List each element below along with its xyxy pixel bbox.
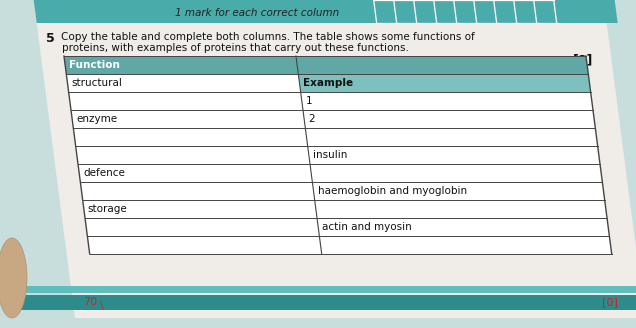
Text: Function: Function (69, 60, 120, 70)
Text: insulin: insulin (313, 150, 347, 160)
Text: Example: Example (303, 78, 354, 88)
Polygon shape (308, 146, 600, 164)
Polygon shape (303, 110, 595, 128)
Polygon shape (16, 286, 636, 293)
Ellipse shape (0, 238, 27, 318)
Polygon shape (301, 92, 593, 110)
Text: 1: 1 (306, 96, 312, 106)
Polygon shape (73, 128, 308, 146)
Polygon shape (66, 74, 301, 92)
Polygon shape (87, 236, 322, 254)
Text: proteins, with examples of proteins that carry out these functions.: proteins, with examples of proteins that… (62, 43, 409, 53)
Polygon shape (312, 182, 605, 200)
Polygon shape (296, 56, 588, 74)
Polygon shape (71, 110, 305, 128)
Polygon shape (310, 164, 602, 182)
Polygon shape (319, 236, 612, 254)
Polygon shape (76, 146, 310, 164)
Polygon shape (35, 10, 636, 318)
Polygon shape (80, 182, 315, 200)
Text: haemoglobin and myoglobin: haemoglobin and myoglobin (317, 186, 467, 196)
Polygon shape (83, 200, 317, 218)
Polygon shape (34, 0, 618, 23)
Text: storage: storage (88, 204, 128, 214)
Text: 2: 2 (308, 114, 315, 124)
Text: structural: structural (71, 78, 122, 88)
Text: actin and myosin: actin and myosin (322, 222, 412, 232)
Text: 5: 5 (46, 32, 55, 45)
Polygon shape (298, 74, 591, 92)
Text: Copy the table and complete both columns. The table shows some functions of: Copy the table and complete both columns… (61, 32, 474, 42)
Text: enzyme: enzyme (76, 114, 117, 124)
Text: [8]: [8] (573, 53, 593, 66)
Polygon shape (69, 92, 303, 110)
Polygon shape (78, 164, 312, 182)
Polygon shape (315, 200, 607, 218)
Text: [0]: [0] (602, 297, 618, 307)
Text: defence: defence (83, 168, 125, 178)
Text: 70: 70 (83, 297, 97, 307)
Polygon shape (305, 128, 598, 146)
Text: 1 mark for each correct column: 1 mark for each correct column (176, 8, 340, 18)
Polygon shape (64, 56, 298, 74)
Text: \: \ (100, 301, 104, 311)
Polygon shape (317, 218, 609, 236)
Polygon shape (17, 295, 636, 310)
Polygon shape (85, 218, 319, 236)
